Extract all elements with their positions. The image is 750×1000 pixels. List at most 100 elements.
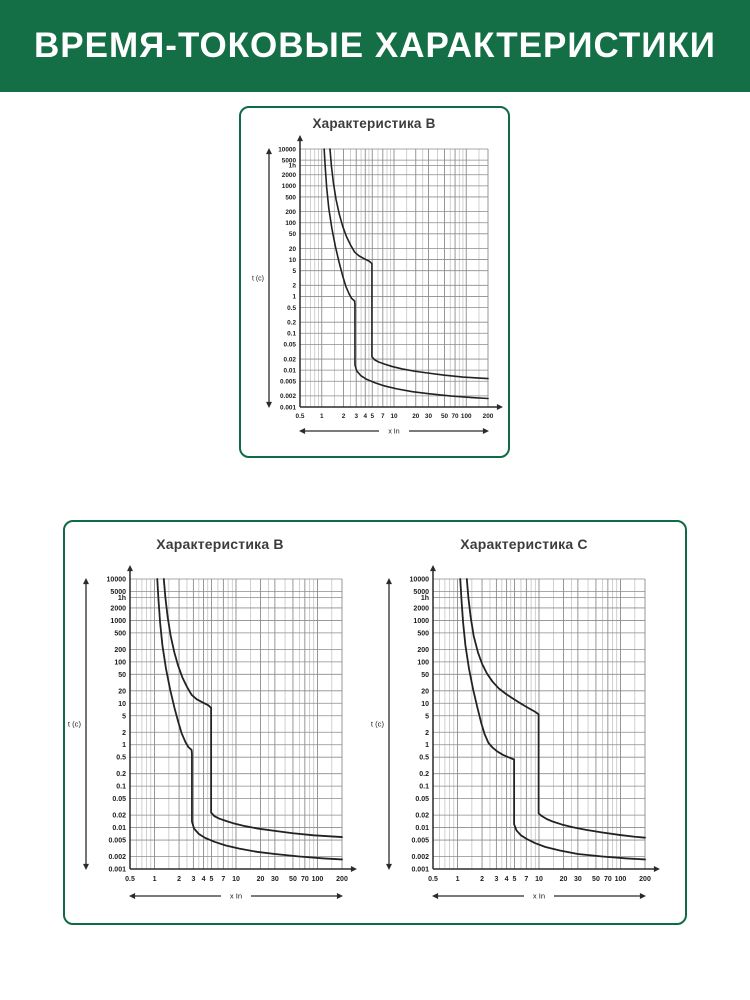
- chart-block-bottom-b: Характеристика B 10000 5000 1h 2000 1000 500 2…: [65, 536, 375, 903]
- x-tick-label: 20: [560, 876, 568, 883]
- arrowhead-icon: [299, 428, 306, 434]
- x-tick-label: 0.5: [296, 413, 305, 420]
- x-tick-label: 50: [441, 413, 449, 420]
- header-banner: ВРЕМЯ-ТОКОВЫЕ ХАРАКТЕРИСТИКИ: [0, 0, 750, 92]
- y-tick-label: 5: [122, 713, 126, 720]
- arrowhead-icon: [83, 578, 89, 585]
- x-tick-label: 5: [210, 876, 214, 883]
- y-tick-label: 200: [114, 647, 126, 654]
- axes: [297, 135, 503, 410]
- x-tick-label: 30: [574, 876, 582, 883]
- y-tick-label: 0.05: [112, 796, 126, 803]
- x-tick-label: 30: [271, 876, 279, 883]
- y-tick-label: 0.2: [116, 771, 126, 778]
- y-axis-range-arrow: [266, 148, 272, 408]
- x-tick-label: 70: [604, 876, 612, 883]
- y-tick-label: 200: [285, 209, 296, 216]
- arrowhead-icon: [129, 893, 136, 899]
- y-tick-label: 0.001: [108, 867, 126, 874]
- y-tick-label: 2000: [282, 172, 297, 179]
- x-tick-label: 5: [370, 413, 374, 420]
- arrowhead-icon: [482, 428, 489, 434]
- y-tick-label: 100: [285, 220, 296, 227]
- grid: [129, 578, 343, 870]
- chart-block-bottom-c: Характеристика C 10000 5000 1h 2000 1000 500 2…: [368, 536, 680, 903]
- y-tick-label: 20: [118, 688, 126, 695]
- curve-lower-limit: [459, 578, 646, 861]
- x-tick-label: 1: [320, 413, 324, 420]
- page-title: ВРЕМЯ-ТОКОВЫЕ ХАРАКТЕРИСТИКИ: [34, 26, 716, 65]
- y-tick-label: 0.005: [280, 379, 296, 386]
- y-tick-label: 0.1: [116, 784, 126, 791]
- y-tick-label: 2: [425, 730, 429, 737]
- chart-title-bottom-b: Характеристика B: [156, 536, 284, 552]
- curves: [323, 148, 489, 400]
- x-tick-label: 10: [390, 413, 398, 420]
- y-tick-label: 1h: [421, 595, 429, 602]
- x-tick-label: 30: [425, 413, 433, 420]
- y-tick-label: 0.02: [284, 356, 297, 363]
- x-axis-label: x In: [230, 892, 242, 901]
- x-tick-label: 7: [524, 876, 528, 883]
- x-tick-label: 70: [452, 413, 460, 420]
- x-tick-label: 20: [257, 876, 265, 883]
- curves: [156, 578, 343, 861]
- curve-lower-limit: [323, 148, 489, 400]
- x-tick-label: 100: [312, 876, 324, 883]
- y-tick-label: 2: [292, 283, 296, 290]
- y-tick-label: 5000: [282, 157, 297, 164]
- arrowhead-icon: [266, 148, 272, 155]
- y-tick-label: 0.02: [415, 813, 429, 820]
- x-tick-label: 50: [289, 876, 297, 883]
- y-tick-label: 1h: [289, 163, 297, 170]
- x-tick-label: 2: [480, 876, 484, 883]
- y-tick-label: 5: [292, 268, 296, 275]
- x-axis-label: x In: [388, 429, 399, 436]
- y-tick-label: 0.01: [284, 367, 297, 374]
- y-tick-label: 10: [421, 701, 429, 708]
- x-axis-range-arrow: x In: [432, 892, 646, 901]
- arrowhead-icon: [127, 565, 133, 572]
- curves: [459, 578, 646, 861]
- y-axis-range-arrow: [386, 578, 392, 870]
- curve-lower-limit: [156, 578, 343, 861]
- x-tick-label: 200: [639, 876, 651, 883]
- y-tick-label: 10000: [107, 577, 127, 584]
- y-tick-label: 1: [122, 742, 126, 749]
- y-tick-label: 0.002: [280, 393, 296, 400]
- y-tick-label: 0.1: [287, 331, 296, 338]
- y-tick-label: 5000: [110, 589, 126, 596]
- x-tick-label: 10: [232, 876, 240, 883]
- y-tick-label: 0.5: [287, 305, 296, 312]
- x-tick-label: 4: [505, 876, 509, 883]
- x-tick-label: 50: [592, 876, 600, 883]
- y-tick-label: 100: [114, 659, 126, 666]
- x-tick-label: 0.5: [428, 876, 438, 883]
- y-tick-label: 0.5: [116, 755, 126, 762]
- curve-upper-limit: [329, 148, 489, 380]
- y-tick-label: 0.001: [280, 404, 296, 411]
- y-tick-label: 2000: [110, 605, 126, 612]
- grid: [299, 148, 489, 408]
- y-tick-label: 0.005: [411, 838, 429, 845]
- y-tick-label: 10000: [410, 577, 430, 584]
- y-tick-label: 2: [122, 730, 126, 737]
- x-tick-label: 5: [513, 876, 517, 883]
- y-tick-label: 0.02: [112, 813, 126, 820]
- arrowhead-icon: [386, 578, 392, 585]
- y-tick-label: 0.1: [419, 784, 429, 791]
- arrowhead-icon: [496, 404, 503, 410]
- y-tick-label: 0.2: [419, 771, 429, 778]
- chart-title-top-b: Характеристика B: [312, 116, 436, 131]
- y-tick-label: 0.05: [415, 796, 429, 803]
- y-axis-range-arrow: [83, 578, 89, 870]
- axes: [127, 565, 357, 872]
- y-tick-label: 5: [425, 713, 429, 720]
- y-tick-label: 0.05: [284, 342, 297, 349]
